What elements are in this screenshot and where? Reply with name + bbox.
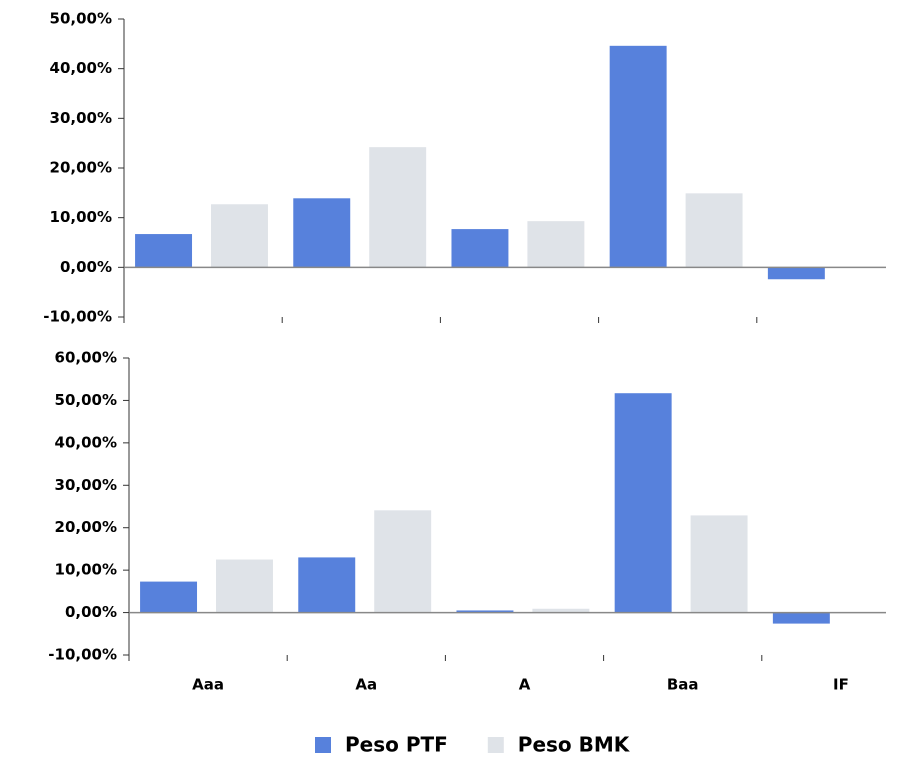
- bar: [772, 612, 830, 624]
- bar: [609, 45, 667, 268]
- bar: [293, 198, 351, 268]
- bar: [685, 193, 743, 268]
- x-tick-label: A: [519, 676, 531, 694]
- bar: [527, 221, 585, 268]
- y-tick-label: 50,00%: [55, 391, 117, 409]
- bar: [135, 234, 193, 268]
- y-tick-label: -10,00%: [48, 646, 117, 664]
- bar: [374, 510, 432, 613]
- legend-label: Peso PTF: [345, 733, 448, 757]
- y-tick-label: 20,00%: [50, 159, 112, 177]
- bar: [456, 610, 514, 613]
- legend-label: Peso BMK: [518, 733, 631, 757]
- x-tick-label: Aaa: [192, 676, 224, 694]
- y-tick-label: 10,00%: [50, 208, 112, 226]
- bar: [216, 559, 273, 613]
- y-tick-label: 30,00%: [55, 476, 117, 494]
- y-tick-label: 60,00%: [55, 349, 117, 367]
- y-tick-label: 40,00%: [55, 433, 117, 451]
- x-tick-label: Aa: [355, 676, 377, 694]
- bar: [211, 204, 268, 268]
- bar: [451, 229, 509, 268]
- bar: [690, 515, 748, 613]
- x-tick-label: Baa: [667, 676, 699, 694]
- bar: [532, 608, 590, 613]
- y-tick-label: -10,00%: [43, 308, 112, 326]
- bar: [767, 267, 825, 280]
- bar: [614, 393, 672, 613]
- y-tick-label: 0,00%: [60, 258, 112, 276]
- bar: [140, 581, 198, 613]
- y-tick-label: 30,00%: [50, 109, 112, 127]
- bar: [369, 147, 427, 268]
- y-tick-label: 0,00%: [65, 603, 117, 621]
- y-tick-label: 40,00%: [50, 59, 112, 77]
- bar: [298, 557, 356, 613]
- x-tick-label: IF: [833, 676, 849, 694]
- legend-swatch: [487, 737, 504, 753]
- y-tick-label: 20,00%: [55, 518, 117, 536]
- y-tick-label: 50,00%: [50, 10, 112, 28]
- legend-swatch: [315, 737, 331, 753]
- y-tick-label: 10,00%: [55, 561, 117, 579]
